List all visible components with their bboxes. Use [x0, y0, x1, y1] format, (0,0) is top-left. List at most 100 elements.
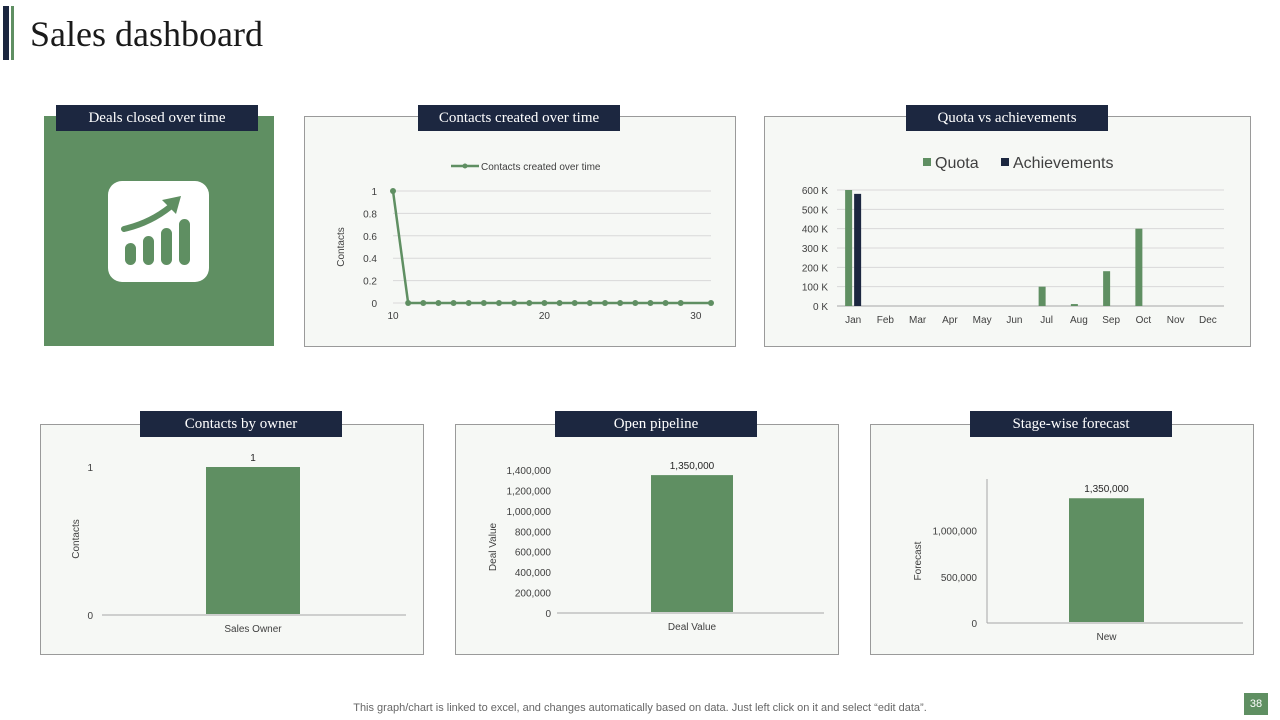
bar-achievements-jan	[854, 193, 862, 306]
y-tick-label: 100 K	[802, 283, 828, 294]
y-tick-label: 600 K	[802, 186, 828, 197]
quota-header: Quota vs achievements	[906, 105, 1108, 131]
deals-closed-panel	[44, 116, 274, 346]
y-tick-label: 400,000	[515, 568, 552, 579]
y-axis-label: Contacts	[336, 227, 347, 266]
data-point	[465, 300, 472, 306]
contacts-owner-chart: 0 1 Contacts 1 Sales Owner	[71, 453, 406, 635]
bar-quota-aug	[1070, 304, 1078, 306]
x-tick-label: Jul	[1040, 315, 1053, 326]
legend-label: Contacts created over time	[481, 162, 601, 173]
y-tick-label: 0	[971, 619, 977, 630]
legend-swatch	[923, 158, 931, 166]
x-tick-label: Nov	[1167, 315, 1185, 326]
x-tick-label: 30	[690, 311, 702, 322]
y-tick-label: 1,000,000	[507, 507, 552, 518]
title-accent-bar-green	[11, 6, 14, 60]
data-label: 1,350,000	[670, 461, 715, 472]
x-tick-label: Dec	[1199, 315, 1217, 326]
x-tick-label: Sales Owner	[224, 624, 282, 635]
bar-new	[1069, 498, 1144, 622]
y-tick-label: 0.4	[363, 254, 377, 265]
growth-chart-icon	[108, 181, 209, 282]
contacts-created-panel: Contacts created over time 0 0.2 0.4 0.6 0.8 1…	[304, 116, 736, 347]
data-point	[450, 300, 457, 306]
bar-quota-jan	[845, 190, 853, 306]
x-tick-label: Apr	[942, 315, 958, 326]
legend-label: Quota	[935, 155, 979, 172]
data-point	[541, 300, 548, 306]
y-tick-label: 0.6	[363, 232, 377, 243]
y-tick-label: 0	[545, 609, 551, 620]
data-point	[602, 300, 608, 306]
y-tick-label: 1,400,000	[507, 466, 552, 477]
data-point	[647, 300, 654, 306]
y-tick-label: 0 K	[813, 302, 828, 313]
data-point	[556, 300, 563, 306]
bar-quota-sep	[1103, 271, 1111, 306]
bar-quota-jul	[1038, 286, 1046, 306]
bar-deal-value	[651, 475, 733, 612]
bar-quota-oct	[1135, 228, 1143, 306]
forecast-panel: 0 500,000 1,000,000 Forecast 1,350,000 New	[870, 424, 1254, 655]
data-point	[420, 300, 427, 306]
deals-closed-header: Deals closed over time	[56, 105, 258, 131]
x-tick-label: Jun	[1006, 315, 1022, 326]
x-tick-label: Mar	[909, 315, 927, 326]
y-tick-label: 800,000	[515, 527, 552, 538]
y-tick-label: 200,000	[515, 589, 552, 600]
x-tick-label: Sep	[1102, 315, 1120, 326]
y-tick-label: 400 K	[802, 225, 828, 236]
series-line	[391, 190, 711, 305]
page-title: Sales dashboard	[30, 14, 263, 54]
x-tick-label: New	[1096, 632, 1117, 643]
footer-note: This graph/chart is linked to excel, and…	[353, 702, 927, 714]
data-point	[511, 300, 518, 306]
y-tick-label: 300 K	[802, 244, 828, 255]
data-point	[405, 300, 412, 306]
data-point	[662, 300, 669, 306]
x-tick-label: Jan	[845, 315, 861, 326]
x-tick-label: Deal Value	[668, 622, 717, 633]
title-accent-bar	[3, 6, 9, 60]
x-tick-label: May	[973, 315, 992, 326]
x-tick-label: 10	[387, 311, 399, 322]
legend-label: Achievements	[1013, 155, 1114, 172]
bar-sales-owner	[206, 467, 300, 614]
data-point	[708, 300, 714, 306]
y-axis-label: Deal Value	[488, 522, 499, 571]
forecast-header: Stage-wise forecast	[970, 411, 1172, 437]
y-tick-label: 1,000,000	[933, 527, 978, 538]
data-point	[586, 300, 593, 306]
data-point	[677, 300, 684, 306]
y-axis-label: Contacts	[71, 519, 82, 558]
contacts-owner-header: Contacts by owner	[140, 411, 342, 437]
y-axis-label: Forecast	[913, 541, 924, 580]
open-pipeline-chart: 0 200,000 400,000 600,000 800,000 1,000,000 1,…	[488, 461, 824, 633]
y-tick-label: 1,200,000	[507, 486, 552, 497]
y-tick-label: 500 K	[802, 205, 828, 216]
x-tick-label: 20	[539, 311, 551, 322]
y-tick-label: 0	[87, 611, 93, 622]
contacts-owner-panel: 0 1 Contacts 1 Sales Owner	[40, 424, 424, 655]
data-label: 1,350,000	[1084, 484, 1129, 495]
page-number: 38	[1244, 693, 1268, 715]
data-point	[390, 188, 396, 194]
y-tick-label: 600,000	[515, 548, 552, 559]
open-pipeline-header: Open pipeline	[555, 411, 757, 437]
data-point	[435, 300, 442, 306]
data-point	[571, 300, 578, 306]
legend-point-marker	[462, 163, 468, 169]
data-point	[617, 300, 624, 306]
x-tick-label: Oct	[1136, 315, 1152, 326]
y-tick-label: 1	[371, 187, 377, 198]
forecast-chart: 0 500,000 1,000,000 Forecast 1,350,000 New	[913, 479, 1243, 643]
y-tick-label: 500,000	[941, 573, 978, 584]
y-tick-label: 0.8	[363, 209, 377, 220]
quota-panel: Quota Achievements 0 K 100 K 200 K 300 K 400 K…	[764, 116, 1251, 347]
data-point	[496, 300, 502, 306]
contacts-created-header: Contacts created over time	[418, 105, 620, 131]
x-tick-label: Aug	[1070, 315, 1088, 326]
x-tick-label: Feb	[877, 315, 895, 326]
y-tick-label: 1	[87, 463, 93, 474]
